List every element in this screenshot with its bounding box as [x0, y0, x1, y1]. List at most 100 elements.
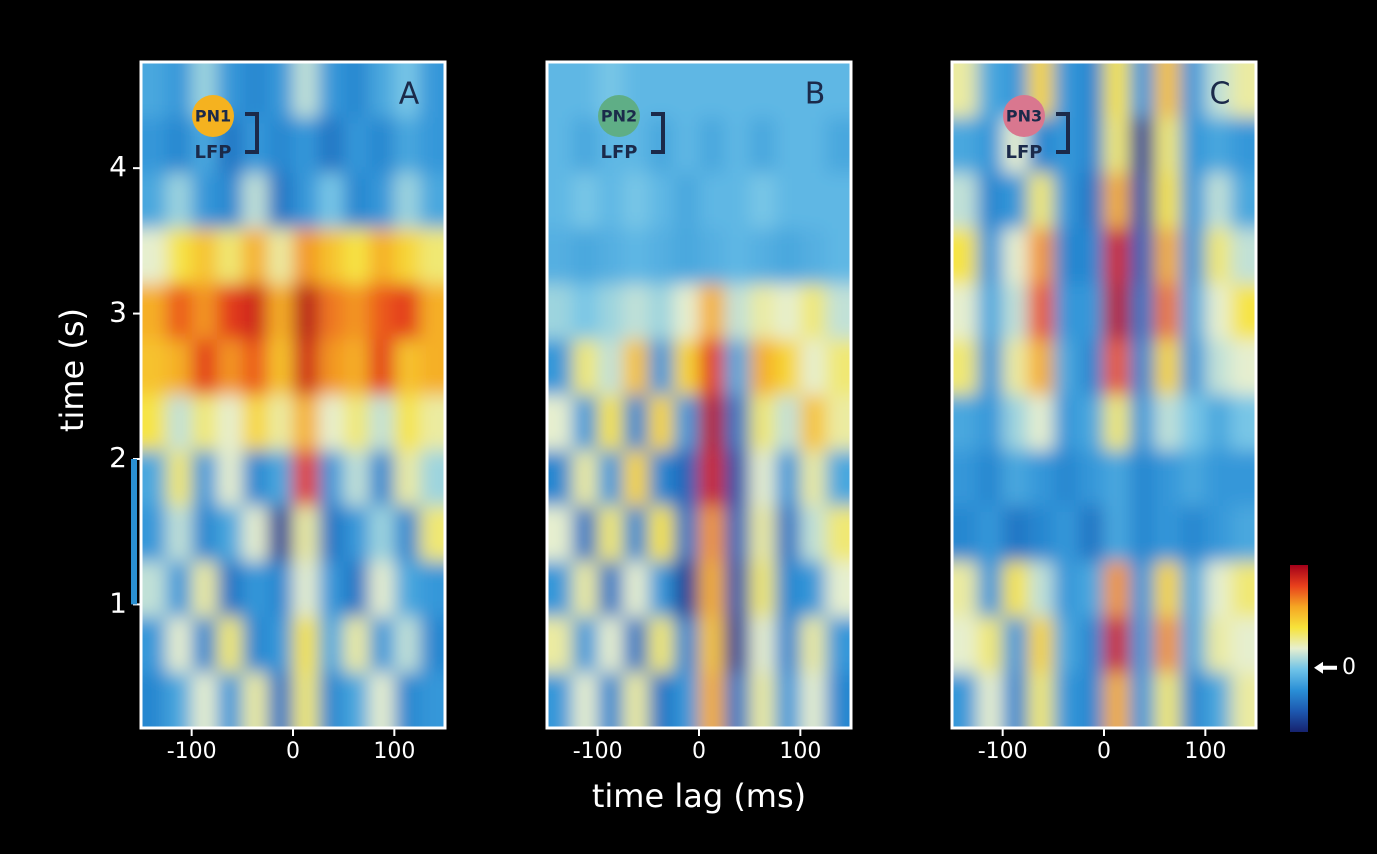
heatmap-cell [1078, 450, 1105, 507]
heatmap-cell [394, 62, 421, 119]
heatmap-cell [1028, 506, 1055, 563]
heatmap-cell [775, 228, 802, 285]
heatmap-cell [217, 617, 244, 674]
heatmap-cell [343, 395, 370, 452]
x-tick-label: -100 [978, 739, 1028, 764]
heatmap-cell [1002, 561, 1029, 618]
heatmap-cell [1180, 506, 1207, 563]
heatmap-cell [242, 284, 269, 341]
heatmap-cell [825, 450, 851, 507]
heatmap-cell [1205, 339, 1232, 396]
heatmap-cell [547, 62, 574, 119]
heatmap-cell [318, 62, 345, 119]
heatmap-cell [343, 284, 370, 341]
heatmap-cell [1104, 228, 1131, 285]
heatmap-cell [1104, 561, 1131, 618]
heatmap-cell [242, 339, 269, 396]
heatmap-cell [749, 395, 776, 452]
heatmap-cell [1053, 284, 1080, 341]
heatmap-cell [673, 117, 700, 174]
heatmap-cell [1180, 339, 1207, 396]
heatmap-cell [1180, 561, 1207, 618]
heatmap-cell [1230, 284, 1256, 341]
heatmap-cell [1002, 173, 1029, 230]
heatmap-cell [242, 62, 269, 119]
heatmap-cell [673, 395, 700, 452]
heatmap-cell [217, 228, 244, 285]
heatmap-cell [1154, 173, 1181, 230]
heatmap [141, 62, 445, 728]
heatmap-cell [1180, 395, 1207, 452]
heatmap-cell [800, 561, 827, 618]
heatmap-cell [977, 117, 1004, 174]
heatmap-cell [1154, 228, 1181, 285]
heatmap-cell [191, 339, 218, 396]
heatmap-cell [724, 617, 751, 674]
heatmap-cell [394, 284, 421, 341]
heatmap-cell [394, 228, 421, 285]
panel-letter: B [805, 77, 826, 112]
heatmap-cell [242, 672, 269, 728]
heatmap-cell [648, 672, 675, 728]
heatmap-cell [775, 173, 802, 230]
heatmap-cell [293, 228, 320, 285]
bracket [651, 112, 665, 154]
heatmap-cell [623, 339, 650, 396]
heatmap-cell [166, 117, 193, 174]
heatmap-cell [1028, 617, 1055, 674]
heatmap-cell [166, 450, 193, 507]
heatmap-cell [1104, 339, 1131, 396]
heatmap-cell [394, 561, 421, 618]
heatmap-cell [648, 506, 675, 563]
heatmap-cell [141, 284, 168, 341]
neuron-label: PN2 [601, 107, 637, 126]
heatmap-cell [419, 62, 445, 119]
heatmap-cell [267, 117, 294, 174]
heatmap-cell [217, 506, 244, 563]
heatmap-cell [673, 450, 700, 507]
heatmap-cell [749, 450, 776, 507]
heatmap-cell [1230, 173, 1256, 230]
heatmap-cell [977, 450, 1004, 507]
heatmap-cell [141, 450, 168, 507]
heatmap-cell [343, 617, 370, 674]
heatmap-cell [1078, 506, 1105, 563]
colorbar-tick [1314, 661, 1337, 674]
heatmap-cell [1230, 117, 1256, 174]
heatmap-cell [419, 173, 445, 230]
heatmap-cell [1002, 450, 1029, 507]
heatmap-cell [318, 284, 345, 341]
heatmap-cell [1205, 450, 1232, 507]
heatmap-cell [673, 228, 700, 285]
reference-label: LFP [195, 142, 232, 163]
x-tick-label: 0 [286, 739, 300, 764]
heatmap-cell [1078, 228, 1105, 285]
heatmap-cell [1002, 228, 1029, 285]
heatmap-cell [419, 450, 445, 507]
heatmap-cell [191, 672, 218, 728]
heatmap-cell [952, 672, 979, 728]
heatmap-cell [547, 672, 574, 728]
heatmap-cell [318, 617, 345, 674]
heatmap-cell [825, 117, 851, 174]
heatmap-cell [800, 395, 827, 452]
heatmap-cell [825, 395, 851, 452]
heatmap-cell [1078, 284, 1105, 341]
heatmap-cell [597, 672, 624, 728]
heatmap-cell [1129, 228, 1156, 285]
heatmap-cell [166, 62, 193, 119]
heatmap-cell [1053, 173, 1080, 230]
heatmap-cell [318, 395, 345, 452]
y-tick-label: 3 [109, 296, 127, 329]
heatmap-cell [369, 117, 396, 174]
heatmap-cell [166, 284, 193, 341]
heatmap-cell [699, 228, 726, 285]
heatmap-cell [952, 561, 979, 618]
heatmap [547, 62, 851, 728]
heatmap-cell [1053, 62, 1080, 119]
heatmap-cell [293, 339, 320, 396]
heatmap-cell [648, 450, 675, 507]
heatmap-cell [775, 672, 802, 728]
heatmap-cell [952, 450, 979, 507]
heatmap-cell [1002, 395, 1029, 452]
